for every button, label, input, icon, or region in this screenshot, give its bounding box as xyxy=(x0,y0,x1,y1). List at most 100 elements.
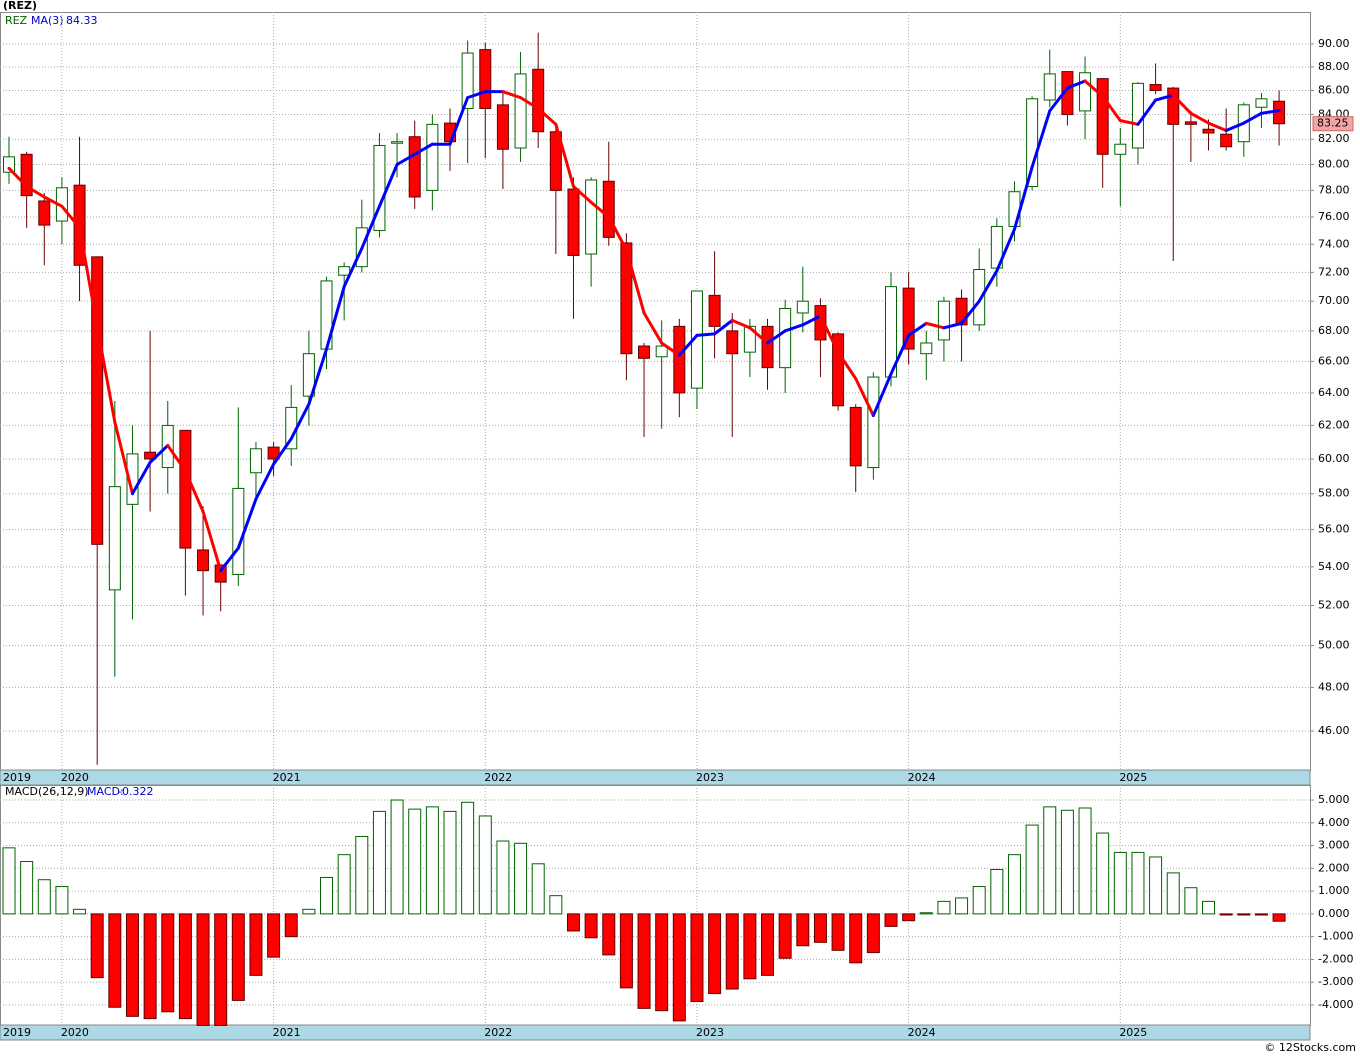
y-tick-label: 78.00 xyxy=(1318,183,1350,196)
ma-segment xyxy=(942,321,964,330)
y-tick-label: 50.00 xyxy=(1318,639,1350,652)
y-tick-label: 52.00 xyxy=(1318,598,1350,611)
macd-bar xyxy=(108,913,122,1008)
candle-body xyxy=(267,446,280,460)
ma-segment xyxy=(695,332,717,337)
year-label: 2025 xyxy=(1119,1026,1147,1039)
year-label: 2020 xyxy=(61,1026,89,1039)
ma-segment xyxy=(272,437,293,466)
macd-bar xyxy=(214,913,228,1026)
macd-bar xyxy=(478,815,492,915)
candle-body xyxy=(902,287,915,350)
ma-segment xyxy=(201,509,223,573)
macd-bar xyxy=(320,876,334,915)
ma-segment xyxy=(1065,79,1087,90)
macd-bar xyxy=(1237,913,1251,916)
macd-bar xyxy=(90,913,104,979)
candle-body xyxy=(796,300,809,314)
candle-body xyxy=(849,406,862,467)
legend-symbol: REZ xyxy=(5,14,28,27)
macd-bar xyxy=(143,913,157,1020)
macd-bar xyxy=(1219,913,1233,916)
candle-body xyxy=(973,269,986,326)
macd-bar xyxy=(866,913,880,954)
macd-bar xyxy=(1043,806,1057,915)
macd-bar xyxy=(796,913,810,947)
ma-segment xyxy=(836,350,858,381)
ma-segment xyxy=(95,324,117,424)
macd-bar xyxy=(267,913,281,958)
ma-segment xyxy=(1171,93,1193,115)
candle-body xyxy=(3,156,15,173)
y-tick-label: -1.000 xyxy=(1318,930,1353,943)
ma-segment xyxy=(466,90,487,100)
ma-segment xyxy=(519,96,540,110)
y-tick-label: 46.00 xyxy=(1318,724,1350,737)
y-tick-label: -2.000 xyxy=(1318,952,1353,965)
macd-legend: MACD(26,12,9) xyxy=(5,785,89,798)
candle-body xyxy=(832,333,845,407)
macd-bar xyxy=(1113,851,1127,915)
candle-body xyxy=(214,564,227,583)
ma-segment xyxy=(78,226,99,328)
ma-segment xyxy=(148,443,170,464)
candle-body xyxy=(426,123,439,191)
candle-body xyxy=(249,448,262,474)
candle-body xyxy=(373,144,386,232)
candle-body xyxy=(338,266,351,276)
candle-body xyxy=(937,300,950,341)
ma-segment xyxy=(924,321,946,330)
ma-segment xyxy=(536,106,558,126)
ma-segment xyxy=(1154,93,1175,102)
ma-segment xyxy=(130,460,152,496)
candle-body xyxy=(620,242,633,355)
ma-segment xyxy=(7,166,29,188)
macd-bar xyxy=(549,895,563,915)
year-label: 2021 xyxy=(273,1026,301,1039)
price-tag-label: 83.25 xyxy=(1317,117,1349,130)
candle-body xyxy=(179,429,192,549)
candle-body xyxy=(673,325,686,394)
macd-bar xyxy=(761,913,775,976)
ma-segment xyxy=(254,462,276,501)
year-label: 2019 xyxy=(3,771,31,784)
year-label: 2025 xyxy=(1119,771,1147,784)
macd-bar xyxy=(831,913,845,951)
y-tick-label: 74.00 xyxy=(1318,237,1350,250)
ma-segment xyxy=(377,162,399,208)
year-label: 2024 xyxy=(908,771,936,784)
ma-segment xyxy=(307,347,329,406)
candle-body xyxy=(779,308,792,369)
ma-segment xyxy=(166,443,187,473)
macd-bar xyxy=(2,847,16,915)
macd-bar xyxy=(902,913,916,922)
candle-body xyxy=(73,184,86,266)
macd-bar xyxy=(514,842,528,915)
macd-bar xyxy=(249,913,263,976)
y-tick-label: -4.000 xyxy=(1318,998,1353,1011)
candle-body xyxy=(408,136,421,198)
macd-bar xyxy=(1060,809,1074,915)
candle-body xyxy=(726,330,739,355)
y-tick-label: 5.000 xyxy=(1318,793,1350,806)
macd-bar xyxy=(425,806,439,915)
candle-body xyxy=(20,153,33,197)
ma-segment xyxy=(1012,165,1034,231)
candle-body xyxy=(1167,87,1180,125)
ma-segment xyxy=(1030,109,1052,169)
year-label: 2020 xyxy=(61,771,89,784)
candle-body xyxy=(391,141,404,144)
macd-bar xyxy=(955,897,969,915)
ma-segment xyxy=(1101,94,1122,123)
candle-body xyxy=(1114,143,1127,155)
y-tick-label: 80.00 xyxy=(1318,157,1350,170)
macd-bar xyxy=(390,799,404,915)
y-tick-label: 48.00 xyxy=(1318,680,1350,693)
candle-body xyxy=(1255,98,1268,108)
macd-bar xyxy=(372,810,386,915)
candle-body xyxy=(602,180,615,238)
ma-segment xyxy=(871,372,893,418)
macd-bar xyxy=(355,835,369,915)
candle-body xyxy=(549,131,562,191)
macd-bar xyxy=(655,913,669,1012)
